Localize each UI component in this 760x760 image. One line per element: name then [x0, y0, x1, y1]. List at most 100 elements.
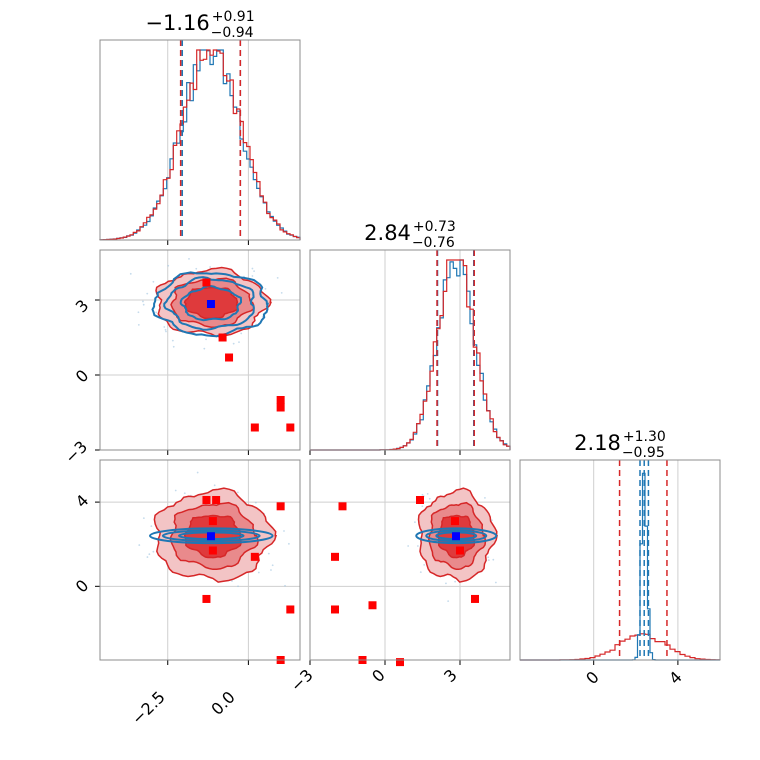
truth-point [202, 594, 211, 603]
histogram-blue [99, 49, 301, 241]
sample-dot [484, 497, 486, 499]
sample-dot [270, 569, 272, 571]
sample-dot [171, 339, 174, 342]
truth-point [202, 496, 211, 504]
sample-dot [172, 345, 175, 348]
sample-dot [137, 323, 140, 326]
ytick-p2-1: 0 [72, 366, 93, 387]
sample-dot [146, 292, 149, 295]
xtick-p1-0: −2.5 [128, 687, 169, 728]
sample-dot [137, 311, 140, 314]
panel-frame [99, 459, 301, 661]
mean-point [206, 300, 215, 308]
sample-dot [421, 505, 424, 508]
sample-dot [167, 264, 170, 267]
sample-dot [490, 519, 493, 522]
panel-frame [309, 249, 511, 451]
mean-point [206, 532, 215, 541]
sample-dot [150, 525, 153, 528]
truth-point [471, 594, 479, 603]
sample-dot [426, 492, 429, 495]
sample-dot [445, 582, 447, 585]
sample-dot [257, 571, 260, 574]
panel-frame [309, 459, 511, 661]
blue-contour-0 [149, 527, 274, 545]
sample-dot [287, 542, 290, 545]
blue-contour-1 [425, 529, 488, 543]
sample-dot [174, 489, 177, 492]
sample-dot [264, 287, 267, 290]
sample-dot [203, 347, 206, 350]
sample-dot [284, 584, 286, 587]
sample-dot [146, 556, 149, 558]
sample-dot [196, 471, 199, 474]
truth-point [456, 546, 464, 555]
truth-point [225, 353, 234, 362]
sample-dot [280, 291, 283, 294]
sample-dot [251, 275, 254, 277]
truth-point [286, 423, 295, 432]
sample-dot [423, 563, 426, 566]
truth-point [396, 658, 404, 667]
truth-point [202, 278, 211, 287]
truth-point [250, 552, 259, 561]
sample-dot [240, 332, 243, 335]
panels [95, 39, 721, 667]
sample-dot [414, 521, 416, 524]
histogram-red [310, 259, 511, 451]
sample-dot [163, 326, 166, 328]
xtick-p1-1: 0.0 [207, 687, 238, 718]
sample-dot [148, 553, 151, 556]
ytick-p3-1: 4 [72, 491, 93, 512]
sample-dot [152, 550, 155, 553]
xtick-p2-2: 3 [440, 665, 461, 686]
sample-dot [419, 571, 422, 573]
mean-point [452, 532, 460, 541]
sample-dot [421, 493, 424, 496]
panel-frame [99, 249, 301, 451]
sample-dot [416, 545, 419, 547]
sample-dot [407, 545, 410, 547]
sample-dot [251, 267, 254, 270]
truth-point [276, 403, 285, 412]
truth-point [368, 601, 377, 610]
sample-dot [236, 491, 239, 494]
truth-point [331, 605, 339, 614]
truth-point [451, 517, 459, 526]
xtick-p3-0: 0 [582, 667, 603, 688]
sample-dot [213, 484, 216, 487]
histogram-red [520, 633, 721, 661]
title-param-2: 2.84 +0.73 −0.76 [364, 219, 456, 251]
blue-contour-inner [179, 284, 242, 322]
sample-dot [142, 517, 145, 520]
sample-dot [195, 267, 198, 270]
title-param-3: 2.18 +1.30 −0.95 [574, 429, 666, 461]
truth-point [276, 502, 285, 511]
truth-point [331, 552, 339, 561]
blue-contour-1 [161, 529, 261, 543]
histogram-red [99, 49, 301, 241]
sample-dot [164, 328, 167, 331]
sample-dot [209, 266, 212, 268]
truth-point [286, 605, 295, 614]
xtick-p3-1: 4 [665, 667, 686, 688]
sample-dot [494, 581, 497, 584]
truth-point [208, 546, 217, 555]
truth-point [416, 496, 424, 504]
blue-contour-0 [415, 527, 498, 545]
title-param-1: −1.16 +0.91 −0.94 [145, 9, 254, 41]
sample-dot [138, 544, 141, 546]
sample-dot [142, 303, 145, 306]
truth-point [218, 333, 227, 342]
sample-dot [271, 564, 274, 567]
sample-dot [129, 272, 132, 275]
xtick-p2-1: 0 [368, 665, 389, 686]
sample-dot [231, 580, 233, 582]
truth-point [250, 423, 259, 432]
blue-contour-outer [151, 271, 269, 338]
sample-dot [428, 497, 431, 500]
sample-dot [276, 276, 279, 279]
panel-frame [99, 39, 301, 241]
sample-dot [232, 342, 235, 345]
ytick-p2-2: 3 [72, 296, 93, 317]
